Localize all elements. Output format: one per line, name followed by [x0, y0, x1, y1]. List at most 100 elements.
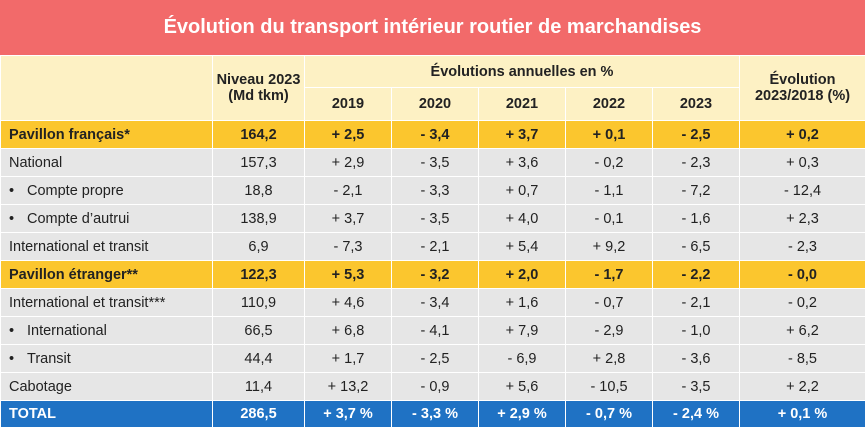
- cell-evol: - 0,0: [740, 261, 865, 289]
- cell-evol: - 0,2: [740, 289, 865, 317]
- cell-evol: + 0,1 %: [740, 401, 865, 428]
- row-label: •Compte propre: [1, 177, 213, 205]
- cell-y2021: + 3,6: [479, 149, 566, 177]
- cell-niveau: 157,3: [213, 149, 305, 177]
- cell-niveau: 122,3: [213, 261, 305, 289]
- cell-niveau: 110,9: [213, 289, 305, 317]
- cell-y2020: - 3,3: [392, 177, 479, 205]
- cell-y2020: - 2,1: [392, 233, 479, 261]
- row-label: International et transit***: [1, 289, 213, 317]
- cell-y2021: + 2,0: [479, 261, 566, 289]
- cell-y2020: - 3,5: [392, 149, 479, 177]
- cell-y2022: - 1,7: [566, 261, 653, 289]
- cell-y2019: + 2,5: [305, 121, 392, 149]
- cell-y2023: - 1,6: [653, 205, 740, 233]
- cell-y2022: - 0,2: [566, 149, 653, 177]
- row-label: •International: [1, 317, 213, 345]
- header-evol-total: Évolution 2023/2018 (%): [740, 56, 865, 121]
- cell-y2021: + 0,7: [479, 177, 566, 205]
- row-label-text: International et transit: [9, 239, 148, 255]
- cell-y2019: + 5,3: [305, 261, 392, 289]
- cell-y2023: - 2,1: [653, 289, 740, 317]
- cell-y2022: - 1,1: [566, 177, 653, 205]
- cell-y2020: - 0,9: [392, 373, 479, 401]
- cell-evol: - 12,4: [740, 177, 865, 205]
- cell-y2023: - 1,0: [653, 317, 740, 345]
- cell-evol: + 2,2: [740, 373, 865, 401]
- cell-y2020: - 3,5: [392, 205, 479, 233]
- row-label: •Compte d’autrui: [1, 205, 213, 233]
- cell-y2020: - 2,5: [392, 345, 479, 373]
- row-label-text: Compte propre: [27, 183, 124, 199]
- header-year: 2020: [392, 88, 479, 121]
- page-title: Évolution du transport intérieur routier…: [0, 0, 865, 55]
- row-label-text: Compte d’autrui: [27, 211, 129, 227]
- cell-niveau: 164,2: [213, 121, 305, 149]
- cell-y2019: - 7,3: [305, 233, 392, 261]
- table-row: Cabotage 11,4+ 13,2- 0,9+ 5,6- 10,5- 3,5+…: [1, 373, 865, 401]
- cell-y2021: + 5,4: [479, 233, 566, 261]
- cell-y2020: - 3,2: [392, 261, 479, 289]
- cell-y2023: - 2,2: [653, 261, 740, 289]
- cell-y2021: + 1,6: [479, 289, 566, 317]
- cell-y2020: - 3,4: [392, 289, 479, 317]
- cell-y2022: - 0,7: [566, 289, 653, 317]
- cell-evol: - 2,3: [740, 233, 865, 261]
- cell-y2023: - 2,3: [653, 149, 740, 177]
- cell-niveau: 138,9: [213, 205, 305, 233]
- cell-y2019: + 6,8: [305, 317, 392, 345]
- row-label: TOTAL: [1, 401, 213, 428]
- cell-evol: + 0,3: [740, 149, 865, 177]
- cell-y2021: + 2,9 %: [479, 401, 566, 428]
- row-label-text: TOTAL: [9, 406, 56, 422]
- pavillon-row: Pavillon étranger**122,3+ 5,3- 3,2+ 2,0-…: [1, 261, 865, 289]
- cell-niveau: 6,9: [213, 233, 305, 261]
- row-label-text: National: [9, 155, 62, 171]
- cell-y2022: + 9,2: [566, 233, 653, 261]
- cell-y2023: - 2,5: [653, 121, 740, 149]
- cell-y2021: + 5,6: [479, 373, 566, 401]
- cell-evol: + 6,2: [740, 317, 865, 345]
- row-label-text: International et transit***: [9, 295, 165, 311]
- cell-y2023: - 2,4 %: [653, 401, 740, 428]
- cell-y2023: - 3,5: [653, 373, 740, 401]
- cell-niveau: 44,4: [213, 345, 305, 373]
- row-label: Pavillon français*: [1, 121, 213, 149]
- cell-evol: + 2,3: [740, 205, 865, 233]
- cell-y2019: + 3,7: [305, 205, 392, 233]
- cell-y2022: - 10,5: [566, 373, 653, 401]
- cell-evol: - 8,5: [740, 345, 865, 373]
- bullet-icon: •: [9, 211, 27, 227]
- table-row: International et transit 6,9- 7,3- 2,1+ 5…: [1, 233, 865, 261]
- cell-y2019: + 4,6: [305, 289, 392, 317]
- row-label-text: Cabotage: [9, 379, 72, 395]
- row-label-text: Transit: [27, 351, 71, 367]
- cell-niveau: 66,5: [213, 317, 305, 345]
- row-label-text: International: [27, 323, 107, 339]
- header-year: 2022: [566, 88, 653, 121]
- cell-y2019: + 13,2: [305, 373, 392, 401]
- header-year: 2023: [653, 88, 740, 121]
- cell-niveau: 286,5: [213, 401, 305, 428]
- header-blank: [1, 56, 213, 121]
- table-row: International et transit*** 110,9+ 4,6- 3…: [1, 289, 865, 317]
- cell-y2020: - 3,3 %: [392, 401, 479, 428]
- row-label-text: Pavillon étranger**: [9, 267, 138, 283]
- cell-niveau: 11,4: [213, 373, 305, 401]
- cell-y2023: - 3,6: [653, 345, 740, 373]
- row-label-text: Pavillon français*: [9, 127, 130, 143]
- cell-y2020: - 3,4: [392, 121, 479, 149]
- bullet-icon: •: [9, 183, 27, 199]
- cell-evol: + 0,2: [740, 121, 865, 149]
- cell-niveau: 18,8: [213, 177, 305, 205]
- cell-y2021: + 4,0: [479, 205, 566, 233]
- row-label: •Transit: [1, 345, 213, 373]
- bullet-icon: •: [9, 323, 27, 339]
- row-label: International et transit: [1, 233, 213, 261]
